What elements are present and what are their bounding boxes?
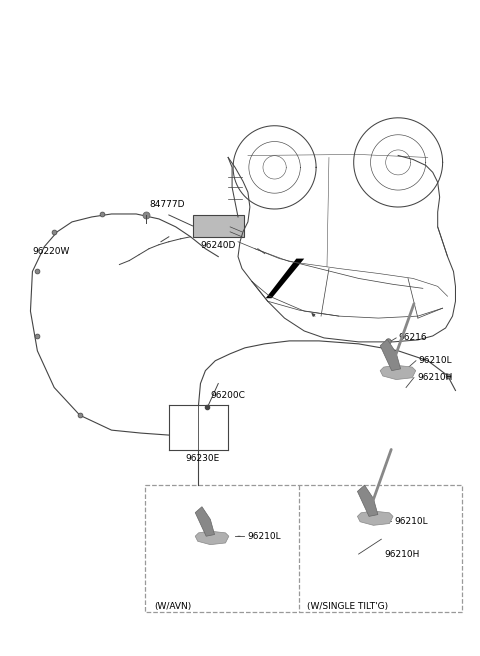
Polygon shape <box>195 531 229 544</box>
Text: 84777D: 84777D <box>149 200 185 209</box>
Polygon shape <box>358 485 378 516</box>
Text: 96210H: 96210H <box>417 373 452 382</box>
Text: 96200C: 96200C <box>210 392 245 400</box>
Text: 96210H: 96210H <box>384 550 420 558</box>
Text: 96240D: 96240D <box>201 241 236 250</box>
Text: (W/SINGLE TILT'G): (W/SINGLE TILT'G) <box>307 602 388 611</box>
Polygon shape <box>358 511 393 525</box>
Text: 96216: 96216 <box>398 333 427 342</box>
Polygon shape <box>380 365 416 380</box>
Text: 96220W: 96220W <box>33 247 70 256</box>
Polygon shape <box>266 258 304 298</box>
Text: 96230E: 96230E <box>186 454 220 463</box>
Polygon shape <box>380 339 401 371</box>
Bar <box>145 485 462 611</box>
Polygon shape <box>195 506 215 536</box>
Bar <box>192 215 244 237</box>
Text: 96210L: 96210L <box>247 532 280 541</box>
Text: (W/AVN): (W/AVN) <box>154 602 191 611</box>
Text: 96210L: 96210L <box>418 356 452 365</box>
Text: 96210L: 96210L <box>394 517 428 526</box>
